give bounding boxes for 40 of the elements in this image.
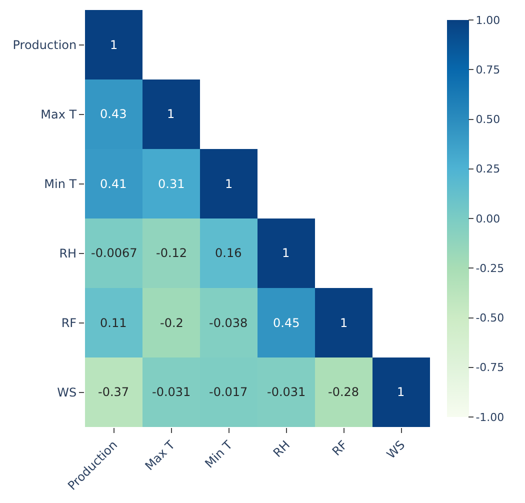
- x-tick-label: RF: [329, 438, 350, 459]
- x-tick-label: WS: [384, 438, 408, 462]
- data-label: 1: [340, 316, 348, 330]
- y-tick-label: WS: [57, 385, 77, 400]
- x-tick-label: Min T: [202, 437, 236, 471]
- data-label: 0.11: [100, 316, 127, 330]
- data-label: -0.28: [328, 385, 360, 399]
- data-label: -0.37: [98, 385, 130, 399]
- data-label: 0.16: [215, 246, 242, 260]
- data-label: 1: [282, 246, 290, 260]
- color-bar-label: -1.00: [476, 410, 504, 424]
- data-label: 1: [110, 38, 118, 52]
- data-label: 0.43: [100, 107, 127, 121]
- data-label: -0.017: [209, 385, 248, 399]
- data-label: 1: [225, 177, 233, 191]
- data-label: -0.2: [160, 316, 184, 330]
- data-label: -0.031: [152, 385, 191, 399]
- data-label: 0.41: [100, 177, 127, 191]
- data-label: -0.0067: [91, 246, 138, 260]
- x-tick-label: RH: [270, 438, 293, 460]
- color-bar-label: 0.75: [476, 63, 500, 76]
- color-bar-label: 0.00: [476, 212, 500, 226]
- data-label: -0.038: [209, 316, 248, 330]
- y-tick-label: RF: [61, 316, 77, 330]
- color-bar-label: 1.00: [476, 14, 500, 27]
- data-label: 1: [397, 385, 405, 399]
- color-bar-label: 0.25: [476, 162, 500, 176]
- data-label: 0.31: [158, 177, 185, 191]
- y-tick-label: Min T: [44, 176, 78, 191]
- color-bar-label: 0.50: [476, 113, 500, 126]
- color-bar-label: -0.75: [476, 361, 504, 374]
- data-label: -0.12: [156, 246, 188, 260]
- color-bar-label: -0.25: [476, 262, 504, 275]
- y-tick-label: RH: [59, 246, 77, 260]
- data-label: 0.45: [273, 316, 300, 330]
- y-tick-label: Production: [12, 38, 77, 52]
- data-label: -0.031: [267, 385, 306, 399]
- color-bar-label: -0.50: [476, 312, 504, 325]
- y-tick-label: Max T: [40, 107, 78, 122]
- data-label: 1: [167, 107, 175, 121]
